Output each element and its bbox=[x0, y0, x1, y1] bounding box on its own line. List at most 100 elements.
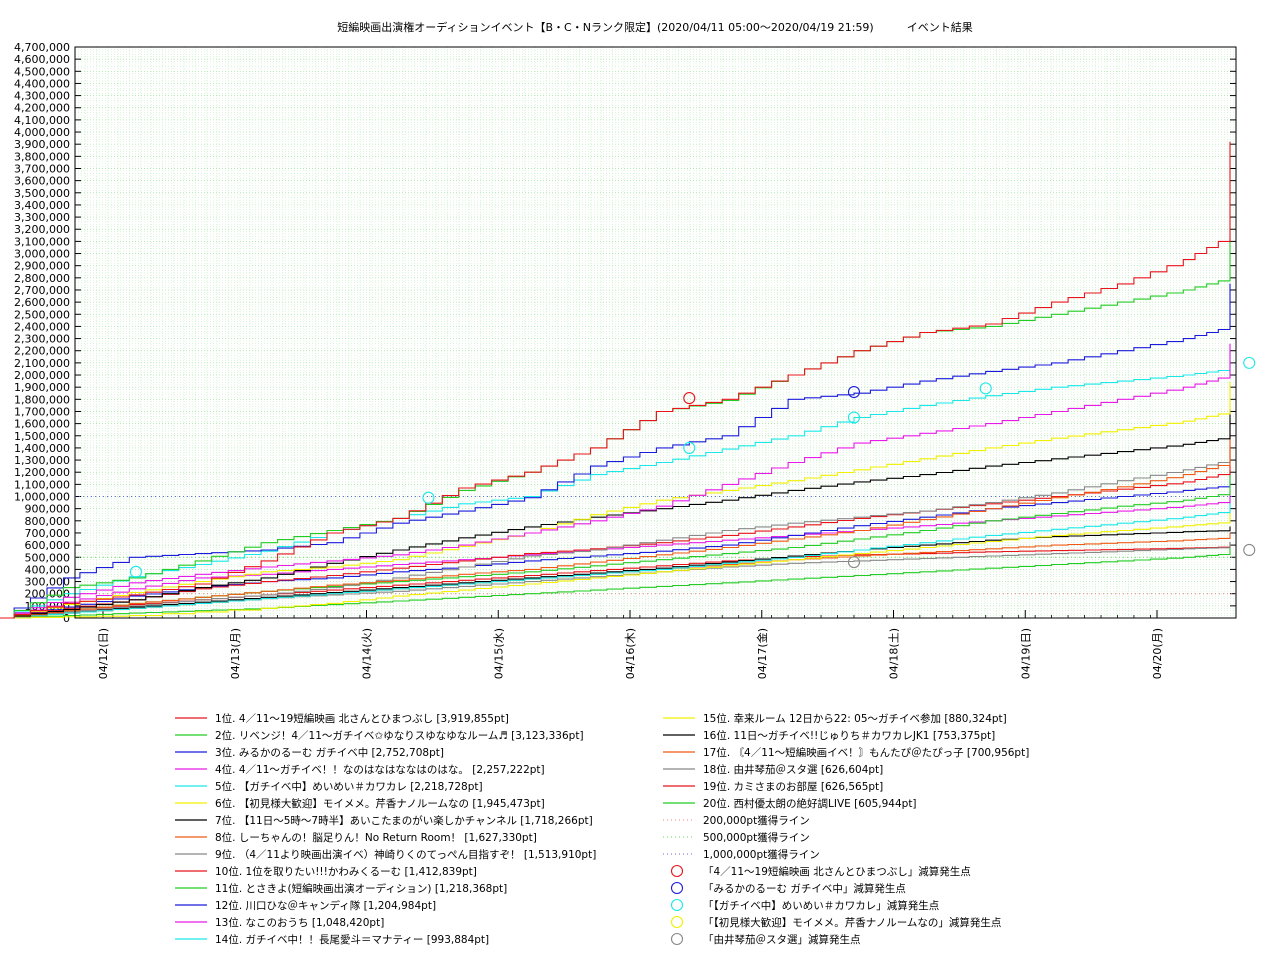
legend-swatch bbox=[663, 802, 695, 804]
x-tick-label: 04/20(月) bbox=[1151, 628, 1164, 679]
y-tick-label: 3,900,000 bbox=[14, 138, 70, 151]
series-line bbox=[0, 434, 1231, 619]
y-tick-label: 4,600,000 bbox=[14, 53, 70, 66]
legend-swatch bbox=[670, 932, 684, 946]
legend-label: 1位. 4／11～19短編映画 北さんとひまつぶし [3,919,855pt] bbox=[215, 713, 509, 725]
legend-swatch bbox=[670, 915, 684, 929]
legend-label: 16位. 11日～ガチイベ!!じゅりち＃カワカレJK1 [753,375pt] bbox=[703, 730, 996, 742]
y-tick-label: 2,000,000 bbox=[14, 369, 70, 382]
legend-swatch bbox=[175, 938, 207, 940]
x-tick-label: 04/14(火) bbox=[361, 628, 374, 679]
series-line bbox=[0, 446, 1231, 619]
x-tick-label: 04/18(土) bbox=[888, 628, 901, 679]
y-tick-label: 1,300,000 bbox=[14, 454, 70, 467]
legend-label: 「4／11～19短編映画 北さんとひまつぶし」減算発生点 bbox=[703, 866, 971, 878]
legend-label: 13位. なこのおうち [1,048,420pt] bbox=[215, 917, 385, 929]
series-line bbox=[0, 497, 1231, 619]
y-tick-label: 0 bbox=[63, 612, 70, 625]
y-tick-label: 4,200,000 bbox=[14, 102, 70, 115]
legend-label: 11位. とさきよ(短編映画出演オーディション) [1,218,368pt] bbox=[215, 883, 508, 895]
series-line bbox=[0, 541, 1231, 619]
y-tick-label: 4,700,000 bbox=[14, 41, 70, 54]
y-tick-label: 4,100,000 bbox=[14, 114, 70, 127]
y-tick-label: 2,200,000 bbox=[14, 345, 70, 358]
legend-swatch bbox=[175, 870, 207, 872]
legend-label: 9位. （4／11より映画出演イベ）神崎りくのてっぺん目指すぞ！ [1,513,… bbox=[215, 849, 597, 861]
y-tick-label: 400,000 bbox=[25, 563, 71, 576]
series-line bbox=[0, 420, 1231, 619]
y-tick-label: 900,000 bbox=[25, 503, 71, 516]
legend-swatch bbox=[175, 734, 207, 736]
x-tick-label: 04/13(月) bbox=[229, 628, 242, 679]
grid bbox=[75, 46, 1236, 618]
series-line bbox=[0, 511, 1231, 619]
y-tick-label: 2,900,000 bbox=[14, 260, 70, 273]
legend-label: 5位. 【ガチイベ中】めいめい＃カワカレ [2,218,728pt] bbox=[215, 781, 483, 793]
y-tick-label: 2,800,000 bbox=[14, 272, 70, 285]
legend-label: 2位. リベンジ！4／11～ガチイベ✩ゆなりスゆなゆなルーム♬ [3,123,3… bbox=[215, 730, 584, 742]
legend-label: 20位. 西村優太朗の絶好調LIVE [605,944pt] bbox=[703, 798, 917, 810]
y-tick-label: 4,400,000 bbox=[14, 77, 70, 90]
y-tick-label: 3,600,000 bbox=[14, 175, 70, 188]
legend-swatch bbox=[670, 881, 684, 895]
y-tick-label: 2,600,000 bbox=[14, 296, 70, 309]
series-line bbox=[0, 381, 1231, 619]
y-tick-label: 800,000 bbox=[25, 515, 71, 528]
y-tick-label: 3,100,000 bbox=[14, 235, 70, 248]
legend-swatch bbox=[175, 819, 207, 821]
legend-swatch bbox=[670, 898, 684, 912]
legend-label: 3位. みるかのるーむ ガチイベ中 [2,752,708pt] bbox=[215, 747, 444, 759]
legend-label: 17位. 〘4／11～短編映画イベ！〙もんたぴ＠たぴっ子 [700,956pt] bbox=[703, 747, 1030, 759]
legend-swatch bbox=[175, 887, 207, 889]
legend-swatch bbox=[175, 802, 207, 804]
legend-label: 「みるかのるーむ ガチイベ中」減算発生点 bbox=[703, 883, 906, 895]
deduction-marker bbox=[847, 556, 861, 569]
y-tick-label: 1,900,000 bbox=[14, 381, 70, 394]
x-tick-label: 04/17(金) bbox=[755, 628, 769, 679]
y-tick-label: 1,200,000 bbox=[14, 466, 70, 479]
y-tick-label: 1,400,000 bbox=[14, 442, 70, 455]
legend-swatch bbox=[663, 717, 695, 719]
y-tick-label: 2,700,000 bbox=[14, 284, 70, 297]
legend-swatch bbox=[175, 904, 207, 906]
x-tick-label: 04/16(木) bbox=[624, 628, 637, 679]
legend-swatch bbox=[175, 836, 207, 838]
legend-label: 1,000,000pt獲得ライン bbox=[703, 849, 820, 861]
y-tick-label: 600,000 bbox=[25, 539, 71, 552]
deduction-marker bbox=[683, 441, 696, 454]
legend-swatch bbox=[175, 785, 207, 787]
legend-label: 8位. しーちゃんの！脳足りん！No Return Room！ [1,627,3… bbox=[215, 832, 537, 844]
y-tick-label: 4,000,000 bbox=[14, 126, 70, 139]
legend-label: 12位. 川口ひな＠キャンディ隊 [1,204,984pt] bbox=[215, 900, 437, 912]
y-tick-label: 300,000 bbox=[25, 576, 71, 589]
legend-label: 10位. 1位を取りたい!!!かわみくるーむ [1,412,839pt] bbox=[215, 866, 477, 878]
x-tick-label: 04/15(水) bbox=[492, 628, 505, 679]
y-tick-label: 4,500,000 bbox=[14, 65, 70, 78]
legend-swatch bbox=[663, 751, 695, 753]
legend-swatch bbox=[175, 921, 207, 923]
y-tick-label: 3,400,000 bbox=[14, 199, 70, 212]
chart-title: 短編映画出演権オーディションイベント【B・C・Nランク限定】(2020/04/1… bbox=[337, 21, 973, 34]
deduction-marker bbox=[1243, 543, 1256, 557]
series-line bbox=[0, 141, 1231, 619]
series-lines bbox=[0, 141, 1231, 619]
legend-label: 「由井琴茄＠スタ選」減算発生点 bbox=[703, 934, 861, 946]
series-line bbox=[0, 541, 1231, 619]
y-tick-label: 3,500,000 bbox=[14, 187, 70, 200]
y-tick-label: 1,100,000 bbox=[14, 478, 70, 491]
legend-swatch bbox=[175, 768, 207, 770]
legend-label: 「【ガチイベ中】めいめい＃カワカレ」減算発生点 bbox=[703, 900, 940, 912]
legend-swatch bbox=[663, 836, 695, 838]
y-tick-label: 2,100,000 bbox=[14, 357, 70, 370]
legend-label: 15位. 幸来ルーム 12日から22: 05～ガチイベ参加 [880,324pt… bbox=[703, 713, 1007, 725]
deduction-marker bbox=[129, 565, 142, 578]
y-tick-label: 2,500,000 bbox=[14, 308, 70, 321]
y-tick-label: 3,700,000 bbox=[14, 162, 70, 175]
deduction-markers bbox=[129, 356, 1256, 578]
legend-swatch bbox=[663, 853, 695, 855]
legend-label: 19位. カミさまのお部屋 [626,565pt] bbox=[703, 781, 884, 793]
legend-swatch bbox=[175, 717, 207, 719]
y-tick-label: 700,000 bbox=[25, 527, 71, 540]
y-tick-label: 1,600,000 bbox=[14, 418, 70, 431]
